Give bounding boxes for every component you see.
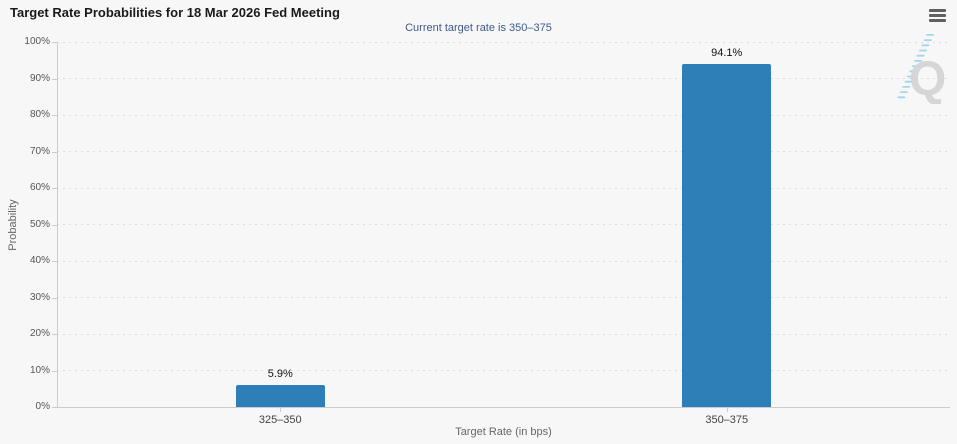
y-axis-tick xyxy=(52,224,57,226)
y-axis-tick xyxy=(52,297,57,299)
y-axis-tick xyxy=(52,115,57,116)
y-axis-tick xyxy=(52,261,57,262)
y-gridline xyxy=(57,78,950,79)
x-axis-tick xyxy=(280,407,282,412)
y-axis-tick-label: 100% xyxy=(24,36,50,47)
y-axis-tick xyxy=(52,42,57,43)
y-gridline xyxy=(57,187,950,189)
y-gridline xyxy=(57,114,950,116)
y-axis-tick xyxy=(52,334,57,335)
y-axis-tick-label: 30% xyxy=(29,291,50,303)
y-gridline xyxy=(57,260,950,262)
x-category-label: 350–375 xyxy=(705,414,749,426)
y-axis-tick-label: 20% xyxy=(29,328,50,339)
y-gridline xyxy=(57,297,950,298)
y-gridline xyxy=(57,224,950,225)
y-axis-tick-label: 0% xyxy=(35,401,50,412)
y-gridline xyxy=(57,151,950,152)
y-axis-tick xyxy=(52,78,57,80)
x-axis-title: Target Rate (in bps) xyxy=(455,426,552,438)
y-gridline xyxy=(57,333,950,335)
y-axis-tick xyxy=(52,151,57,153)
y-axis-tick xyxy=(52,370,57,372)
y-axis-tick xyxy=(52,407,57,408)
y-gridline xyxy=(57,41,950,43)
y-axis-tick-label: 70% xyxy=(29,145,50,157)
y-axis-line xyxy=(57,42,58,407)
chart-bar[interactable] xyxy=(682,63,772,407)
x-axis-tick xyxy=(726,407,728,412)
y-axis-tick-label: 10% xyxy=(29,364,50,376)
chart-subtitle: Current target rate is 350–375 xyxy=(405,22,552,34)
y-axis-tick-label: 90% xyxy=(29,72,50,84)
y-gridline xyxy=(57,370,950,371)
chart-bar[interactable] xyxy=(235,385,325,407)
y-axis-tick xyxy=(52,188,57,189)
context-menu-button[interactable] xyxy=(925,4,949,26)
chart-title: Target Rate Probabilities for 18 Mar 202… xyxy=(10,5,340,20)
x-category-label: 325–350 xyxy=(258,414,302,426)
y-axis-tick-label: 50% xyxy=(29,218,50,230)
y-axis-tick-label: 80% xyxy=(29,109,50,120)
x-axis-line xyxy=(57,407,950,408)
bar-data-label: 94.1% xyxy=(711,46,743,59)
hamburger-icon xyxy=(928,9,946,22)
y-axis-tick-label: 40% xyxy=(29,255,50,266)
y-axis-tick-label: 60% xyxy=(29,182,50,193)
bar-data-label: 5.9% xyxy=(267,368,293,381)
